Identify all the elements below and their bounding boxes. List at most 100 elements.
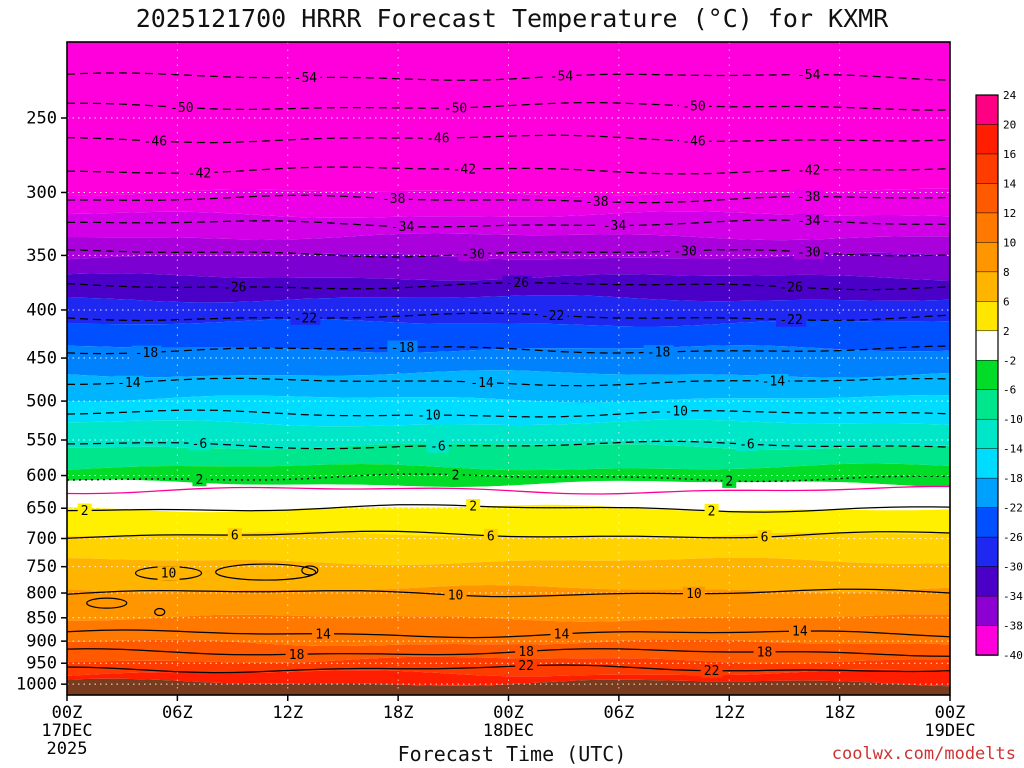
svg-text:-26: -26: [506, 276, 529, 291]
svg-text:18: 18: [289, 648, 305, 663]
svg-text:-22: -22: [779, 313, 802, 328]
svg-text:700: 700: [26, 529, 57, 549]
svg-text:-54: -54: [294, 71, 318, 86]
svg-text:2: 2: [452, 468, 460, 483]
svg-text:-54: -54: [797, 68, 821, 83]
svg-text:2: 2: [725, 474, 733, 489]
svg-text:-26: -26: [779, 280, 802, 295]
svg-text:-42: -42: [453, 162, 476, 177]
svg-text:6: 6: [761, 531, 769, 546]
svg-text:850: 850: [26, 608, 57, 628]
svg-text:2: 2: [81, 504, 89, 519]
svg-text:10: 10: [161, 567, 177, 582]
svg-text:-42: -42: [188, 166, 211, 181]
svg-text:450: 450: [26, 349, 57, 369]
svg-text:-14: -14: [470, 376, 494, 391]
svg-text:-42: -42: [797, 163, 820, 178]
svg-text:1000: 1000: [16, 675, 57, 695]
svg-text:2: 2: [196, 473, 204, 488]
svg-text:-22: -22: [294, 311, 317, 326]
svg-text:600: 600: [26, 466, 57, 486]
svg-text:250: 250: [26, 109, 57, 129]
svg-text:-38: -38: [1003, 620, 1023, 633]
svg-text:-50: -50: [682, 100, 705, 115]
svg-text:-22: -22: [1003, 502, 1023, 515]
svg-text:-50: -50: [444, 101, 467, 116]
svg-text:950: 950: [26, 654, 57, 674]
svg-text:400: 400: [26, 300, 57, 320]
svg-text:-30: -30: [797, 246, 820, 261]
svg-text:17DEC: 17DEC: [41, 721, 92, 741]
svg-text:-50: -50: [170, 101, 193, 116]
svg-text:-6: -6: [430, 439, 446, 454]
svg-text:-34: -34: [603, 219, 627, 234]
svg-text:24: 24: [1003, 89, 1017, 102]
svg-text:2: 2: [469, 500, 477, 515]
svg-text:10: 10: [1003, 236, 1016, 249]
svg-text:500: 500: [26, 392, 57, 412]
svg-text:-10: -10: [417, 409, 440, 424]
svg-text:-34: -34: [391, 220, 415, 235]
svg-text:-14: -14: [762, 374, 786, 389]
svg-text:00Z: 00Z: [935, 703, 966, 723]
svg-text:300: 300: [26, 183, 57, 203]
svg-text:-38: -38: [382, 192, 405, 207]
svg-text:12Z: 12Z: [714, 703, 745, 723]
svg-text:-34: -34: [797, 214, 821, 229]
svg-text:22: 22: [704, 664, 720, 679]
svg-text:14: 14: [554, 627, 570, 642]
svg-text:00Z: 00Z: [52, 703, 83, 723]
svg-text:19DEC: 19DEC: [924, 721, 975, 741]
svg-text:-30: -30: [1003, 561, 1023, 574]
svg-text:06Z: 06Z: [162, 703, 193, 723]
svg-text:-10: -10: [1003, 413, 1023, 426]
x-axis-label: Forecast Time (UTC): [397, 742, 627, 766]
svg-text:2: 2: [1003, 325, 1010, 338]
svg-text:-54: -54: [550, 70, 574, 85]
svg-text:-6: -6: [192, 437, 208, 452]
svg-text:6: 6: [231, 529, 239, 544]
svg-text:16: 16: [1003, 148, 1016, 161]
svg-text:18Z: 18Z: [383, 703, 414, 723]
svg-text:12: 12: [1003, 207, 1016, 220]
svg-text:-30: -30: [461, 248, 484, 263]
svg-text:-14: -14: [117, 376, 141, 391]
svg-text:20: 20: [1003, 118, 1016, 131]
svg-text:-46: -46: [144, 135, 167, 150]
svg-text:800: 800: [26, 584, 57, 604]
svg-text:06Z: 06Z: [604, 703, 635, 723]
svg-text:-40: -40: [1003, 649, 1023, 662]
svg-text:18: 18: [757, 645, 773, 660]
svg-text:8: 8: [1003, 266, 1010, 279]
svg-text:-46: -46: [426, 132, 449, 147]
svg-text:750: 750: [26, 557, 57, 577]
svg-text:-38: -38: [585, 195, 608, 210]
svg-text:-30: -30: [673, 244, 696, 259]
svg-text:10: 10: [448, 589, 464, 604]
svg-text:14: 14: [315, 627, 331, 642]
svg-text:-26: -26: [223, 280, 246, 295]
svg-text:550: 550: [26, 431, 57, 451]
svg-text:14: 14: [792, 625, 808, 640]
svg-text:-6: -6: [739, 438, 755, 453]
svg-text:-46: -46: [682, 135, 705, 150]
svg-text:-18: -18: [1003, 472, 1023, 485]
svg-text:6: 6: [1003, 295, 1010, 308]
svg-text:18Z: 18Z: [824, 703, 855, 723]
svg-text:18: 18: [518, 645, 534, 660]
svg-text:650: 650: [26, 499, 57, 519]
svg-text:350: 350: [26, 246, 57, 266]
svg-text:6: 6: [487, 529, 495, 544]
svg-text:-26: -26: [1003, 531, 1023, 544]
svg-text:-14: -14: [1003, 443, 1023, 456]
svg-text:12Z: 12Z: [272, 703, 303, 723]
watermark-link[interactable]: coolwx.com/modelts: [831, 744, 1016, 764]
svg-text:-10: -10: [665, 405, 688, 420]
svg-text:-6: -6: [1003, 384, 1016, 397]
svg-text:00Z: 00Z: [493, 703, 524, 723]
svg-text:-18: -18: [647, 346, 670, 361]
svg-text:-34: -34: [1003, 590, 1023, 603]
svg-text:18DEC: 18DEC: [483, 721, 534, 741]
